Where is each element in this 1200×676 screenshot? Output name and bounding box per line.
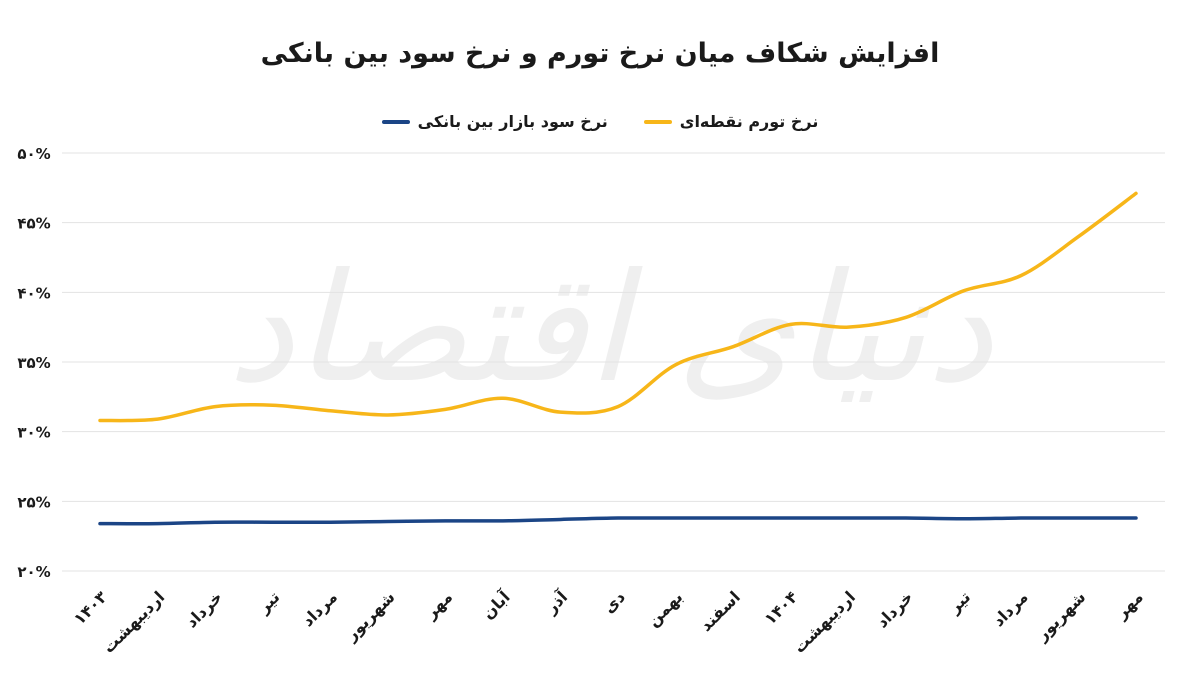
x-tick-label: آذر (540, 586, 571, 617)
series-line-interbank (98, 516, 1138, 526)
x-tick-label: شهریور (341, 587, 399, 645)
x-tick-label: تیر (944, 587, 974, 617)
y-tick-label: ۵۰% (17, 145, 50, 163)
x-tick-label: دی (599, 587, 629, 617)
legend-swatch-inflation (643, 119, 672, 124)
watermark-text: دنیای اقتصاد (227, 242, 994, 416)
x-tick-label: خرداد (182, 587, 226, 631)
x-tick-label: مرداد (298, 587, 341, 630)
y-tick-label: ۳۰% (17, 424, 50, 442)
x-tick-label: بهمن (643, 587, 686, 630)
legend-label-inflation: نرخ تورم نقطه‌ای (679, 112, 819, 131)
y-tick-label: ۲۵% (17, 493, 50, 511)
series-line-inflation (98, 191, 1138, 423)
x-tick-label: شهریور (1032, 587, 1090, 645)
legend-item-interbank: نرخ سود بازار بین بانکی (381, 112, 608, 131)
legend-label-interbank: نرخ سود بازار بین بانکی (417, 112, 608, 131)
y-tick-label: ۴۰% (17, 284, 50, 302)
x-tick-label: ۱۴۰۳ (70, 587, 111, 628)
x-tick-label: اسفند (696, 587, 744, 635)
x-tick-label: مهر (1111, 587, 1147, 623)
y-tick-label: ۲۰% (17, 563, 50, 581)
x-tick-label: تیر (253, 587, 283, 617)
y-tick-label: ۴۵% (17, 215, 50, 233)
chart-title: افزایش شکاف میان نرخ تورم و نرخ سود بین … (260, 38, 940, 69)
x-tick-label: مرداد (989, 587, 1032, 630)
x-tick-label: ۱۴۰۴ (760, 587, 801, 628)
watermark-logo: دنیای اقتصاد (227, 242, 994, 416)
legend-item-inflation: نرخ تورم نقطه‌ای (643, 112, 819, 131)
x-tick-label: مهر (421, 587, 457, 623)
y-tick-label: ۳۵% (17, 354, 50, 372)
legend-swatch-interbank (381, 119, 410, 124)
chart-legend: نرخ تورم نقطه‌ای نرخ سود بازار بین بانکی (0, 112, 1200, 131)
x-tick-label: خرداد (872, 587, 916, 631)
x-tick-label: آبان (478, 586, 515, 623)
x-tick-label: اردیبهشت (99, 587, 168, 656)
x-tick-label: اردیبهشت (790, 587, 859, 656)
